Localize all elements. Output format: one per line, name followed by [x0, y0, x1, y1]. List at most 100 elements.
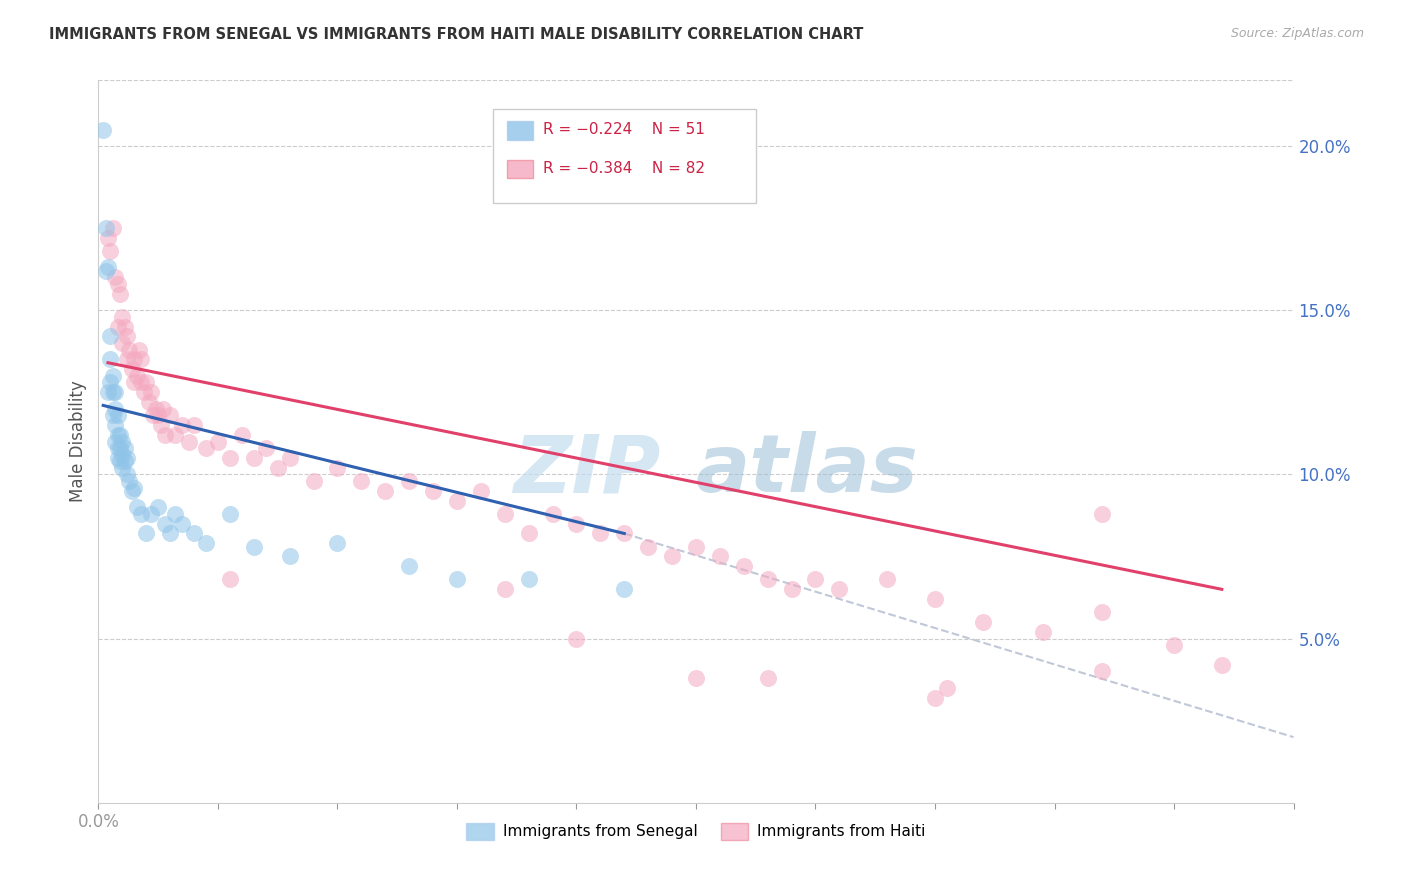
Point [111, 448, 134, 462]
Point [1091, 507, 1114, 521]
Point [243, 450, 266, 465]
Point [111, 434, 134, 449]
Point [159, 409, 181, 423]
Point [207, 434, 229, 449]
Point [972, 615, 994, 630]
Point [876, 573, 898, 587]
Point [132, 385, 155, 400]
Point [172, 418, 194, 433]
Bar [508, 121, 533, 139]
Point [470, 483, 492, 498]
Point [374, 483, 396, 498]
Point [163, 428, 186, 442]
Point [685, 540, 707, 554]
Point [142, 409, 165, 423]
Point [98, 329, 122, 343]
Point [94, 264, 117, 278]
Text: IMMIGRANTS FROM SENEGAL VS IMMIGRANTS FROM HAITI MALE DISABILITY CORRELATION CHA: IMMIGRANTS FROM SENEGAL VS IMMIGRANTS FR… [49, 27, 863, 42]
Point [101, 409, 124, 423]
Point [125, 500, 148, 515]
Legend: Immigrants from Senegal, Immigrants from Haiti: Immigrants from Senegal, Immigrants from… [460, 817, 932, 846]
Point [115, 352, 138, 367]
Point [350, 474, 373, 488]
Point [936, 681, 959, 695]
Point [131, 507, 153, 521]
Point [118, 343, 141, 357]
Point [107, 441, 129, 455]
Point [517, 526, 540, 541]
Point [661, 549, 683, 564]
Point [148, 500, 170, 515]
Point [111, 336, 134, 351]
Point [517, 573, 540, 587]
Point [326, 460, 349, 475]
Point [446, 493, 468, 508]
Point [733, 559, 755, 574]
Point [1091, 665, 1114, 679]
Point [195, 441, 218, 455]
Point [107, 277, 129, 291]
Point [114, 454, 136, 468]
Point [756, 573, 779, 587]
Point [398, 559, 420, 574]
Point [302, 474, 325, 488]
Point [267, 460, 290, 475]
Point [121, 362, 143, 376]
Point [107, 428, 129, 442]
Point [1163, 638, 1185, 652]
Text: R = −0.224    N = 51: R = −0.224 N = 51 [543, 122, 704, 136]
Point [195, 536, 218, 550]
Point [107, 319, 129, 334]
Point [159, 526, 181, 541]
Point [108, 428, 131, 442]
Point [104, 385, 127, 400]
Point [107, 409, 129, 423]
Point [219, 573, 242, 587]
Point [108, 454, 131, 468]
Point [613, 526, 636, 541]
Point [131, 376, 153, 390]
Point [114, 319, 136, 334]
Point [149, 418, 172, 433]
Point [91, 122, 114, 136]
Point [828, 582, 851, 597]
Text: R = −0.384    N = 82: R = −0.384 N = 82 [543, 161, 704, 176]
Point [565, 516, 588, 531]
Point [115, 329, 138, 343]
Point [231, 428, 253, 442]
Point [494, 582, 516, 597]
Point [183, 526, 205, 541]
Point [139, 507, 162, 521]
Point [589, 526, 612, 541]
Point [709, 549, 731, 564]
Point [326, 536, 349, 550]
Point [756, 671, 779, 685]
Point [924, 690, 946, 705]
Point [780, 582, 803, 597]
Point [541, 507, 564, 521]
Point [114, 441, 136, 455]
Point [155, 428, 177, 442]
Point [183, 418, 205, 433]
Y-axis label: Male Disability: Male Disability [69, 381, 87, 502]
Point [565, 632, 588, 646]
Point [94, 221, 117, 235]
Point [254, 441, 277, 455]
Point [172, 516, 194, 531]
Point [163, 507, 186, 521]
Text: atlas: atlas [696, 432, 918, 509]
Point [152, 401, 174, 416]
Point [155, 516, 177, 531]
Point [139, 385, 162, 400]
Point [1211, 657, 1233, 672]
Point [101, 385, 124, 400]
Point [108, 441, 131, 455]
Point [135, 526, 157, 541]
Point [115, 450, 138, 465]
Point [108, 286, 131, 301]
Point [101, 368, 124, 383]
Point [98, 376, 122, 390]
Point [1091, 605, 1114, 619]
Point [179, 434, 201, 449]
Point [148, 409, 170, 423]
